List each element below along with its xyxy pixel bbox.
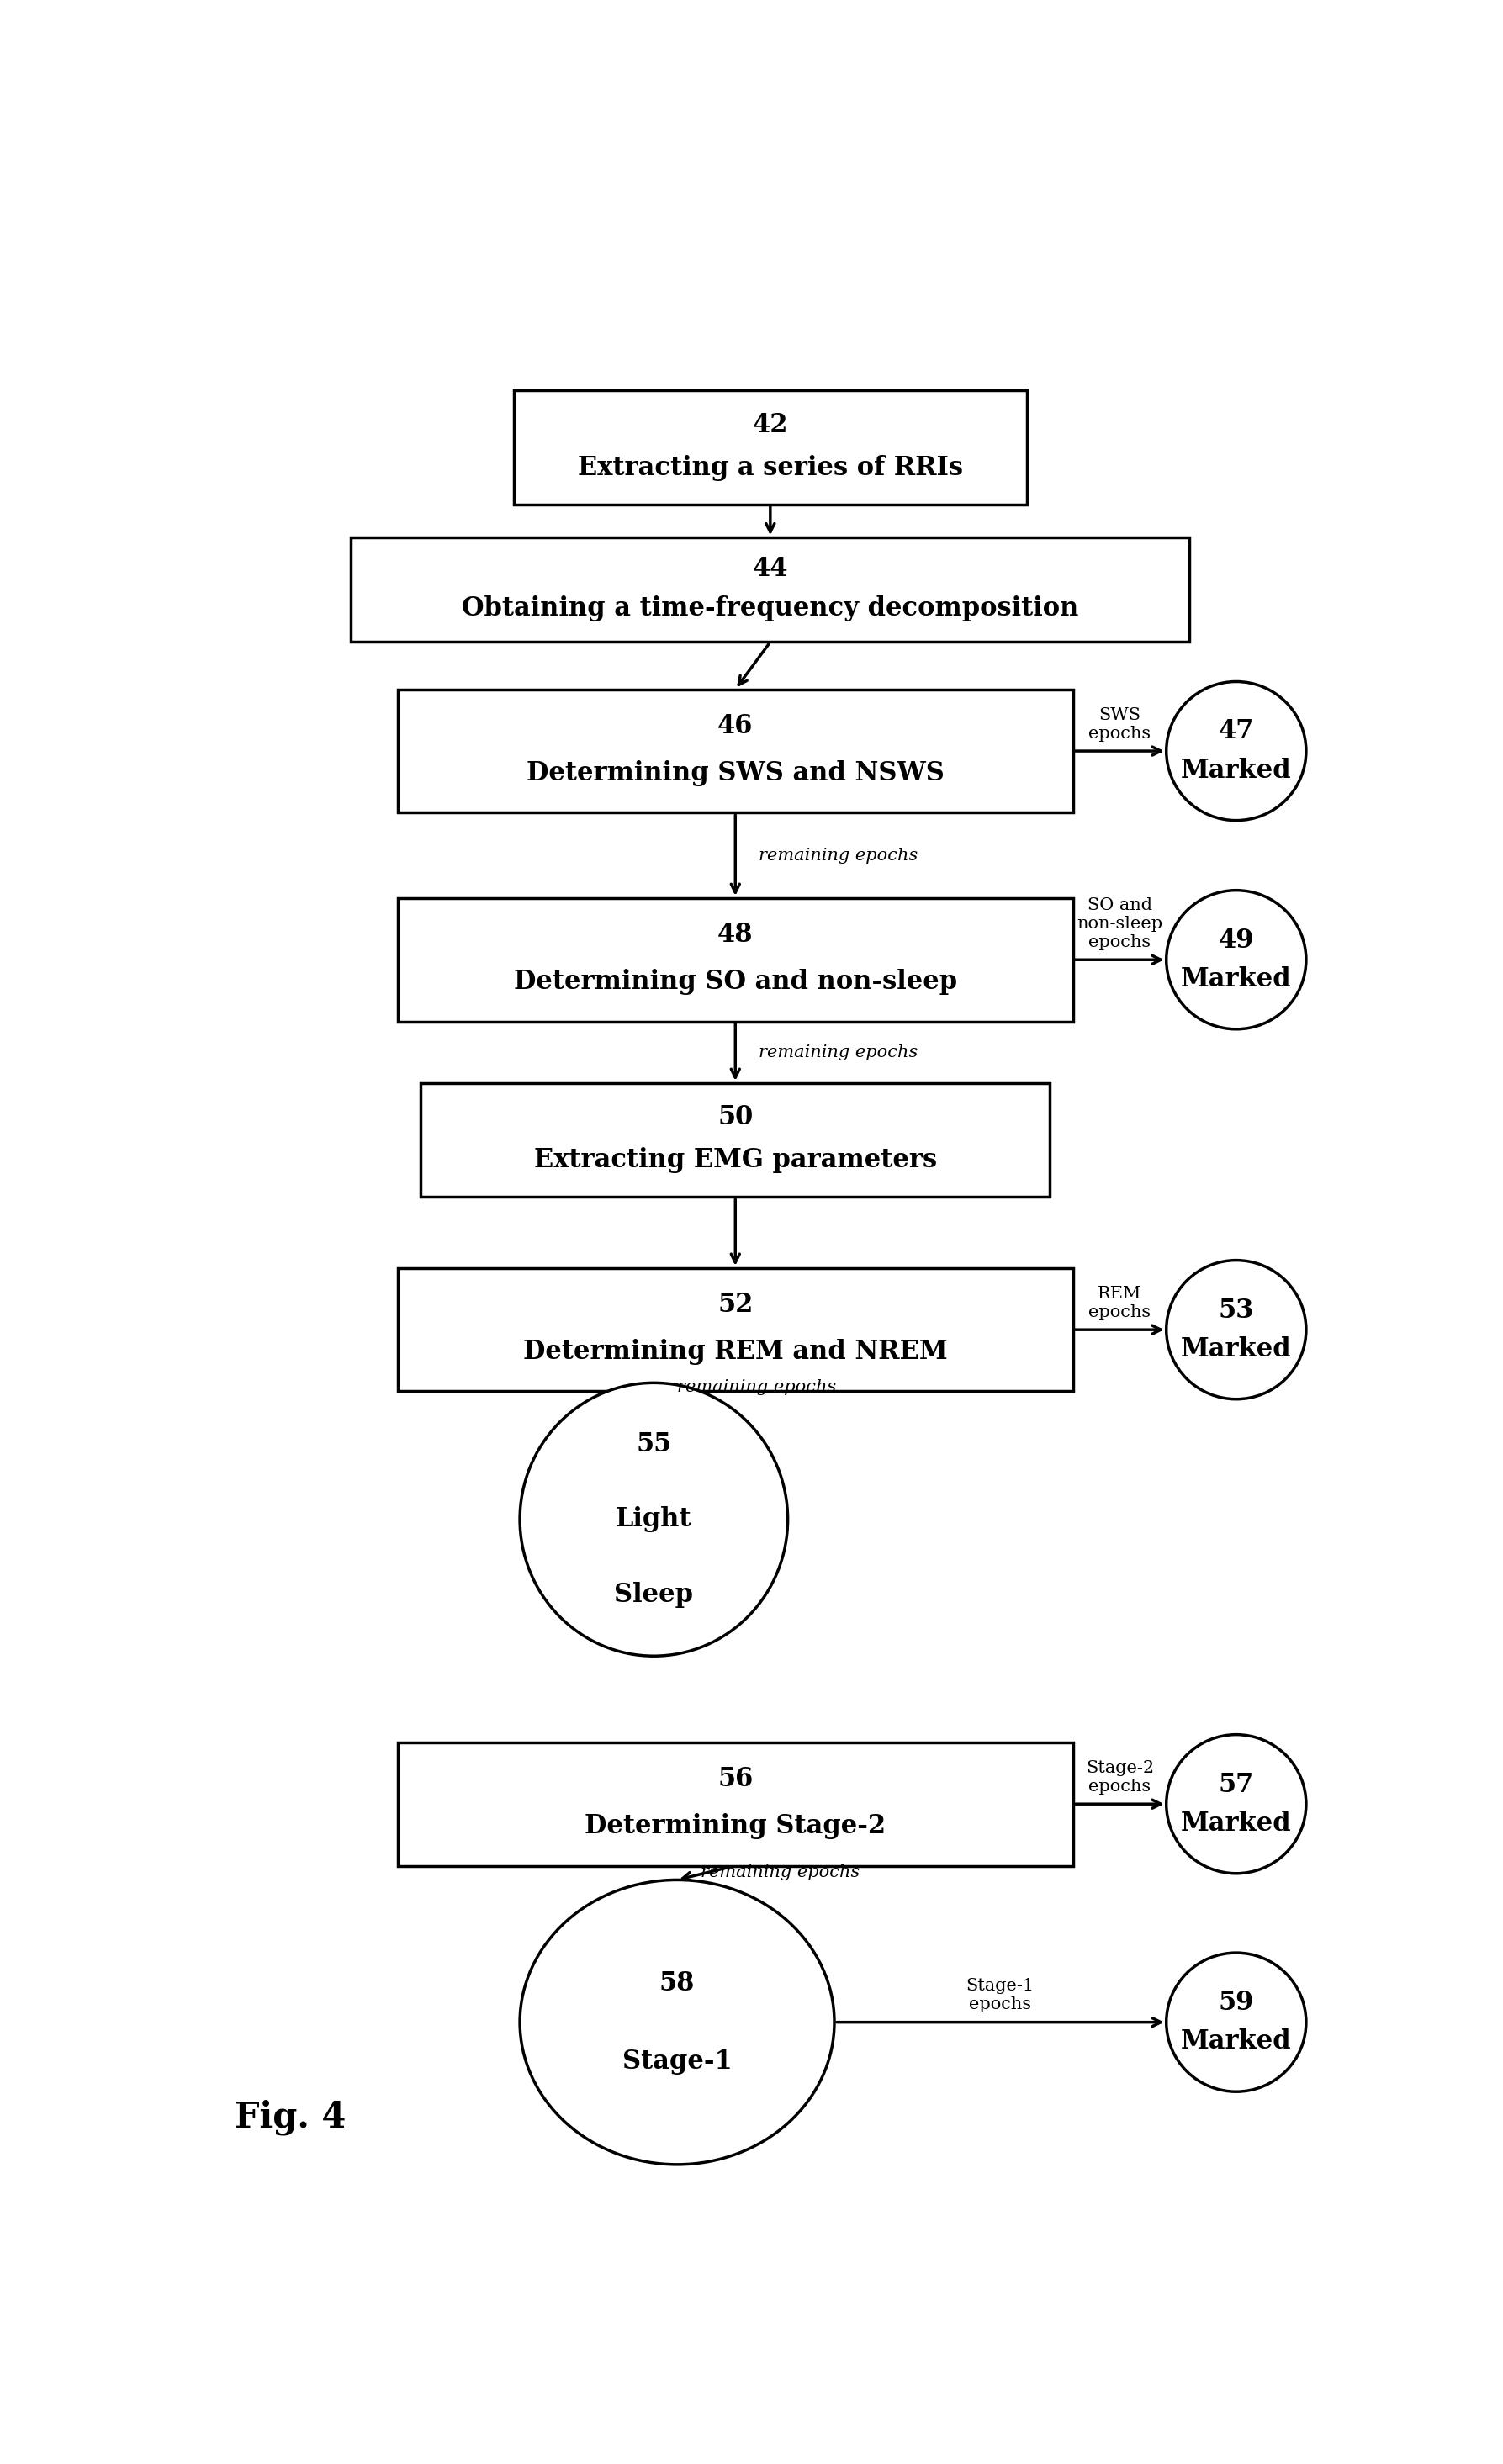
FancyBboxPatch shape [514,389,1027,505]
Text: Stage-1
epochs: Stage-1 epochs [966,1979,1034,2013]
Text: Fig. 4: Fig. 4 [234,2099,346,2134]
FancyBboxPatch shape [397,897,1073,1023]
Text: 56: 56 [717,1767,753,1791]
Ellipse shape [1166,890,1306,1030]
Ellipse shape [520,1880,834,2163]
FancyBboxPatch shape [397,1269,1073,1392]
Text: Determining SO and non-sleep: Determining SO and non-sleep [514,968,957,995]
Ellipse shape [1166,683,1306,821]
Text: 49: 49 [1219,926,1254,954]
Text: Marked: Marked [1181,966,1291,993]
Text: Marked: Marked [1181,1811,1291,1836]
Text: REM
epochs: REM epochs [1088,1286,1151,1321]
Text: 46: 46 [717,712,753,739]
Text: 59: 59 [1219,1991,1254,2016]
Text: 55: 55 [636,1432,672,1456]
Ellipse shape [1166,1954,1306,2092]
Ellipse shape [1166,1735,1306,1873]
Text: remaining epochs: remaining epochs [759,1045,918,1060]
Text: Determining SWS and NSWS: Determining SWS and NSWS [526,761,944,786]
Text: 50: 50 [717,1104,753,1131]
Text: remaining epochs: remaining epochs [759,848,918,862]
Text: 53: 53 [1219,1296,1254,1323]
Text: 44: 44 [753,557,788,582]
Text: 48: 48 [717,922,753,949]
Text: Sleep: Sleep [615,1582,693,1607]
FancyBboxPatch shape [421,1084,1049,1198]
FancyBboxPatch shape [352,537,1190,643]
Ellipse shape [520,1382,788,1656]
Text: 58: 58 [660,1971,694,1996]
FancyBboxPatch shape [397,1742,1073,1865]
Ellipse shape [1166,1259,1306,1400]
Text: Extracting a series of RRIs: Extracting a series of RRIs [577,456,963,480]
Text: SWS
epochs: SWS epochs [1088,707,1151,742]
Text: Marked: Marked [1181,1335,1291,1363]
Text: SO and
non-sleep
epochs: SO and non-sleep epochs [1076,897,1163,951]
Text: 42: 42 [753,411,788,439]
Text: 57: 57 [1219,1772,1254,1799]
Text: Light: Light [616,1506,691,1533]
Text: 52: 52 [717,1291,753,1318]
Text: Stage-2
epochs: Stage-2 epochs [1085,1759,1154,1794]
Text: Marked: Marked [1181,2028,1291,2055]
Text: Extracting EMG parameters: Extracting EMG parameters [534,1148,936,1173]
Text: Determining Stage-2: Determining Stage-2 [585,1814,885,1838]
Text: 47: 47 [1219,719,1254,744]
Text: Marked: Marked [1181,756,1291,784]
FancyBboxPatch shape [397,690,1073,813]
Text: remaining epochs: remaining epochs [700,1865,860,1880]
Text: Determining REM and NREM: Determining REM and NREM [523,1338,947,1365]
Text: Stage-1: Stage-1 [622,2048,732,2075]
Text: remaining epochs: remaining epochs [676,1380,836,1395]
Text: Obtaining a time-frequency decomposition: Obtaining a time-frequency decomposition [461,596,1079,621]
